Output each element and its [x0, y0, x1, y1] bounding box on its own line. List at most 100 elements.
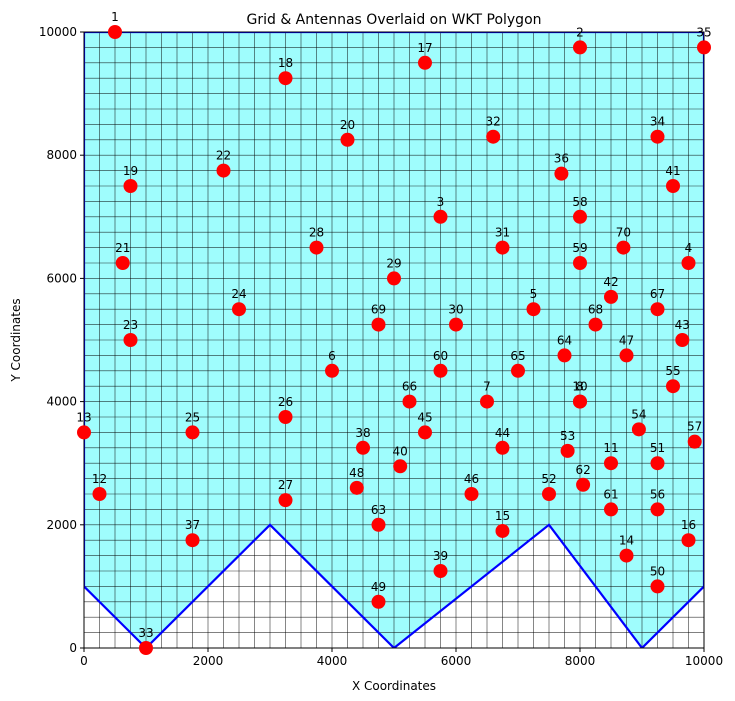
- antenna-marker-15: [495, 523, 510, 538]
- antenna-label-58: 58: [572, 195, 587, 209]
- antenna-label-13: 13: [76, 410, 91, 424]
- antenna-marker-68: [588, 317, 603, 332]
- antenna-marker-11: [604, 456, 618, 471]
- x-axis-label: X Coordinates: [352, 679, 436, 693]
- antenna-marker-62: [576, 477, 591, 492]
- antenna-label-32: 32: [486, 115, 501, 129]
- antenna-marker-25: [185, 425, 200, 440]
- antenna-marker-16: [681, 533, 696, 548]
- antenna-label-31: 31: [495, 226, 510, 240]
- antenna-marker-42: [604, 289, 618, 304]
- antenna-label-48: 48: [349, 466, 364, 480]
- antenna-label-52: 52: [541, 472, 556, 486]
- antenna-marker-39: [433, 564, 448, 578]
- antenna-marker-2: [573, 40, 587, 55]
- antenna-label-53: 53: [560, 429, 575, 443]
- antenna-label-54: 54: [631, 407, 646, 421]
- antenna-marker-22: [216, 163, 231, 178]
- antenna-label-33: 33: [138, 626, 153, 640]
- antenna-label-62: 62: [575, 463, 590, 477]
- antenna-label-49: 49: [371, 580, 386, 594]
- antenna-marker-57: [687, 434, 702, 449]
- antenna-marker-49: [371, 594, 386, 609]
- antenna-marker-1: [108, 25, 122, 39]
- antenna-marker-32: [486, 129, 501, 144]
- antenna-label-10: 10: [572, 380, 587, 394]
- antenna-marker-47: [619, 348, 634, 363]
- polygon-outline: [84, 32, 704, 648]
- y-axis-label: Y Coordinates: [9, 298, 23, 382]
- antenna-marker-27: [278, 493, 293, 508]
- antenna-label-37: 37: [185, 518, 200, 532]
- antenna-label-25: 25: [185, 410, 200, 424]
- y-tick-label: 2000: [46, 518, 77, 532]
- antenna-label-43: 43: [675, 318, 690, 332]
- antenna-label-66: 66: [402, 380, 417, 394]
- antenna-marker-51: [650, 456, 665, 471]
- x-tick-label: 6000: [441, 654, 472, 668]
- antenna-marker-67: [650, 302, 665, 317]
- antenna-marker-21: [115, 256, 130, 270]
- antenna-label-7: 7: [483, 380, 491, 394]
- antenna-marker-19: [123, 179, 138, 193]
- x-tick-label: 2000: [193, 654, 224, 668]
- antenna-marker-50: [650, 579, 665, 594]
- antenna-marker-14: [619, 548, 634, 563]
- antenna-marker-59: [573, 256, 587, 270]
- antenna-marker-69: [371, 317, 386, 332]
- antenna-marker-33: [139, 641, 153, 655]
- antenna-label-40: 40: [393, 444, 408, 458]
- antenna-label-24: 24: [231, 287, 246, 301]
- antenna-marker-17: [418, 55, 432, 70]
- antenna-marker-30: [449, 317, 463, 332]
- antenna-label-60: 60: [433, 349, 448, 363]
- antenna-label-28: 28: [309, 226, 324, 240]
- antenna-marker-23: [123, 333, 138, 347]
- antenna-marker-36: [554, 166, 569, 181]
- antenna-label-46: 46: [464, 472, 479, 486]
- antenna-label-30: 30: [448, 303, 463, 317]
- antenna-label-21: 21: [115, 241, 130, 255]
- antenna-label-5: 5: [530, 287, 538, 301]
- antenna-label-61: 61: [603, 487, 618, 501]
- antenna-label-35: 35: [696, 25, 711, 39]
- antenna-marker-24: [232, 302, 246, 317]
- antenna-label-22: 22: [216, 149, 231, 163]
- antenna-label-56: 56: [650, 487, 665, 501]
- antenna-marker-5: [526, 302, 541, 317]
- antenna-label-36: 36: [554, 152, 569, 166]
- antenna-marker-64: [557, 348, 572, 363]
- plot-area: 0 2000 4000 6000 8000 10000 0 2000 4000 6000 8000 1…: [39, 10, 723, 668]
- antenna-marker-29: [387, 271, 401, 286]
- antenna-label-50: 50: [650, 564, 665, 578]
- antenna-marker-66: [402, 394, 417, 409]
- y-tick-label: 6000: [46, 271, 77, 285]
- antenna-marker-58: [573, 209, 587, 224]
- antenna-marker-60: [433, 363, 448, 378]
- antenna-label-12: 12: [92, 472, 107, 486]
- antenna-label-19: 19: [123, 164, 138, 178]
- antenna-label-59: 59: [572, 241, 587, 255]
- antenna-marker-28: [309, 240, 324, 255]
- chart-title: Grid & Antennas Overlaid on WKT Polygon: [246, 12, 541, 28]
- antenna-label-11: 11: [603, 441, 618, 455]
- y-tick-label: 8000: [46, 148, 77, 162]
- antenna-label-14: 14: [619, 534, 634, 548]
- antenna-label-34: 34: [650, 115, 665, 129]
- x-tick-label: 4000: [317, 654, 348, 668]
- antenna-label-47: 47: [619, 333, 634, 347]
- antenna-label-23: 23: [123, 318, 138, 332]
- antenna-marker-26: [278, 410, 293, 424]
- antenna-label-3: 3: [437, 195, 445, 209]
- antenna-label-18: 18: [278, 56, 293, 70]
- antenna-label-65: 65: [510, 349, 525, 363]
- x-tick-label: 0: [80, 654, 88, 668]
- antenna-marker-70: [616, 240, 631, 255]
- antenna-marker-44: [495, 440, 510, 455]
- antenna-marker-6: [325, 363, 339, 378]
- antenna-label-17: 17: [417, 41, 432, 55]
- antenna-marker-43: [675, 333, 690, 347]
- antenna-label-29: 29: [386, 256, 401, 270]
- antenna-marker-37: [185, 533, 200, 548]
